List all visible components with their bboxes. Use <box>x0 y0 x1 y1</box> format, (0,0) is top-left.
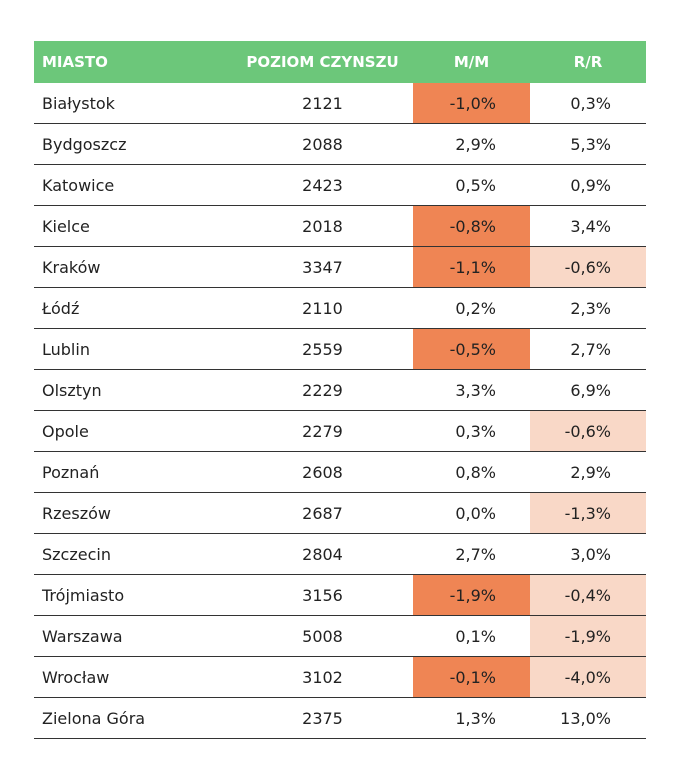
table-row: Wrocław 3102 -0,1% -4,0% <box>34 657 646 698</box>
cell-rr: 2,9% <box>570 462 611 482</box>
header-mm: M/M <box>453 53 490 71</box>
cell-rent: 2804 <box>302 544 343 564</box>
cell-city: Kielce <box>42 216 90 236</box>
table-row: Zielona Góra 2375 1,3% 13,0% <box>34 698 646 739</box>
cell-rent: 2375 <box>302 708 343 728</box>
cell-mm: 0,8% <box>455 462 496 482</box>
cell-mm: 2,7% <box>455 544 496 564</box>
cell-city: Białystok <box>42 93 115 113</box>
cell-rr: 13,0% <box>560 708 611 728</box>
cell-city: Łódź <box>42 298 80 318</box>
table-row: Kraków 3347 -1,1% -0,6% <box>34 247 646 288</box>
cell-rr: 0,9% <box>570 175 611 195</box>
cell-rent: 2110 <box>302 298 343 318</box>
cell-city: Lublin <box>42 339 90 359</box>
table-row: Trójmiasto 3156 -1,9% -0,4% <box>34 575 646 616</box>
cell-mm: 0,0% <box>455 503 496 523</box>
cell-mm: 0,2% <box>455 298 496 318</box>
cell-rent: 3347 <box>302 257 343 277</box>
cell-city: Bydgoszcz <box>42 134 127 154</box>
cell-mm: 0,5% <box>455 175 496 195</box>
cell-city: Warszawa <box>42 626 123 646</box>
cell-rr: 6,9% <box>570 380 611 400</box>
table-row: Poznań 2608 0,8% 2,9% <box>34 452 646 493</box>
table-row: Rzeszów 2687 0,0% -1,3% <box>34 493 646 534</box>
table-row: Katowice 2423 0,5% 0,9% <box>34 165 646 206</box>
header-city: MIASTO <box>42 53 108 71</box>
cell-city: Poznań <box>42 462 100 482</box>
table-row: Bydgoszcz 2088 2,9% 5,3% <box>34 124 646 165</box>
table-row: Olsztyn 2229 3,3% 6,9% <box>34 370 646 411</box>
cell-rent: 2279 <box>302 421 343 441</box>
table-body: Białystok 2121 -1,0% 0,3% Bydgoszcz 2088 2,9% 5… <box>34 83 646 739</box>
cell-rent: 3102 <box>302 667 343 687</box>
cell-mm: 0,1% <box>455 626 496 646</box>
cell-rr: -0,4% <box>530 575 646 615</box>
cell-mm: 0,3% <box>455 421 496 441</box>
cell-rent: 2088 <box>302 134 343 154</box>
table-header: MIASTO POZIOM CZYNSZU M/M R/R <box>34 41 646 83</box>
cell-rr: 5,3% <box>570 134 611 154</box>
table-row: Łódź 2110 0,2% 2,3% <box>34 288 646 329</box>
cell-rent: 2559 <box>302 339 343 359</box>
cell-city: Katowice <box>42 175 115 195</box>
cell-mm: -0,8% <box>413 206 530 246</box>
cell-mm: -0,1% <box>413 657 530 697</box>
cell-rr: 3,4% <box>570 216 611 236</box>
cell-mm: 2,9% <box>455 134 496 154</box>
cell-rent: 3156 <box>302 585 343 605</box>
table-row: Białystok 2121 -1,0% 0,3% <box>34 83 646 124</box>
cell-rr: -1,9% <box>530 616 646 656</box>
cell-rent: 2687 <box>302 503 343 523</box>
cell-rent: 5008 <box>302 626 343 646</box>
table-row: Opole 2279 0,3% -0,6% <box>34 411 646 452</box>
cell-mm: 3,3% <box>455 380 496 400</box>
cell-rr: -1,3% <box>530 493 646 533</box>
cell-mm: -0,5% <box>413 329 530 369</box>
header-rent: POZIOM CZYNSZU <box>246 53 399 71</box>
cell-rr: 2,3% <box>570 298 611 318</box>
header-rr: R/R <box>573 53 603 71</box>
table-row: Szczecin 2804 2,7% 3,0% <box>34 534 646 575</box>
cell-rent: 2608 <box>302 462 343 482</box>
cell-mm: -1,1% <box>413 247 530 287</box>
cell-rr: -0,6% <box>530 247 646 287</box>
table-row: Lublin 2559 -0,5% 2,7% <box>34 329 646 370</box>
cell-rr: -0,6% <box>530 411 646 451</box>
cell-rr: 3,0% <box>570 544 611 564</box>
cell-mm: 1,3% <box>455 708 496 728</box>
table-row: Kielce 2018 -0,8% 3,4% <box>34 206 646 247</box>
cell-city: Olsztyn <box>42 380 102 400</box>
cell-rr: -4,0% <box>530 657 646 697</box>
cell-mm: -1,0% <box>413 83 530 123</box>
cell-rr: 0,3% <box>570 93 611 113</box>
cell-mm: -1,9% <box>413 575 530 615</box>
table-row: Warszawa 5008 0,1% -1,9% <box>34 616 646 657</box>
rent-table: MIASTO POZIOM CZYNSZU M/M R/R Białystok 2… <box>34 41 646 739</box>
cell-city: Wrocław <box>42 667 110 687</box>
cell-rr: 2,7% <box>570 339 611 359</box>
cell-city: Rzeszów <box>42 503 111 523</box>
cell-rent: 2121 <box>302 93 343 113</box>
cell-city: Szczecin <box>42 544 111 564</box>
cell-rent: 2018 <box>302 216 343 236</box>
cell-city: Opole <box>42 421 89 441</box>
cell-city: Kraków <box>42 257 101 277</box>
cell-city: Trójmiasto <box>42 585 125 605</box>
cell-city: Zielona Góra <box>42 708 146 728</box>
cell-rent: 2423 <box>302 175 343 195</box>
cell-rent: 2229 <box>302 380 343 400</box>
